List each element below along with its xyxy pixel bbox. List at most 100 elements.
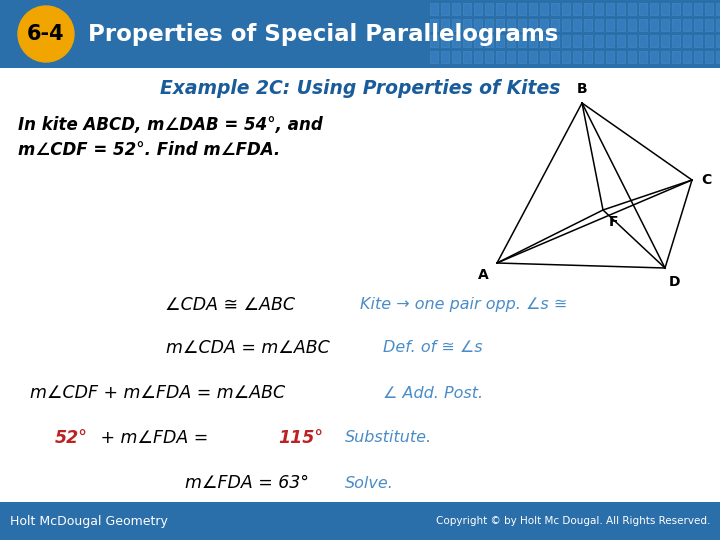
Text: B: B — [577, 82, 588, 96]
Bar — [584, 35, 592, 47]
Bar — [606, 51, 614, 63]
Bar — [650, 19, 658, 31]
Bar — [551, 35, 559, 47]
Bar — [441, 35, 449, 47]
Bar — [573, 3, 581, 15]
Bar — [650, 35, 658, 47]
Bar — [705, 35, 713, 47]
Bar — [485, 51, 493, 63]
Bar — [573, 35, 581, 47]
Bar — [529, 19, 537, 31]
Bar — [716, 35, 720, 47]
Bar — [452, 19, 460, 31]
Bar — [694, 51, 702, 63]
Bar — [441, 51, 449, 63]
Bar — [474, 51, 482, 63]
Bar — [507, 3, 515, 15]
Bar — [584, 3, 592, 15]
Bar — [551, 51, 559, 63]
Bar — [639, 3, 647, 15]
Text: m∠CDA = m∠ABC: m∠CDA = m∠ABC — [166, 339, 330, 357]
Bar — [672, 35, 680, 47]
Bar — [529, 3, 537, 15]
Text: 52°: 52° — [55, 429, 88, 447]
Bar — [518, 19, 526, 31]
Text: Copyright © by Holt Mc Dougal. All Rights Reserved.: Copyright © by Holt Mc Dougal. All Right… — [436, 516, 710, 526]
Bar — [441, 19, 449, 31]
Bar — [672, 3, 680, 15]
Bar — [617, 35, 625, 47]
Bar — [496, 35, 504, 47]
Text: Solve.: Solve. — [345, 476, 394, 490]
Text: ∠ Add. Post.: ∠ Add. Post. — [383, 386, 483, 401]
Bar — [694, 3, 702, 15]
Text: Properties of Special Parallelograms: Properties of Special Parallelograms — [88, 23, 559, 45]
Bar — [551, 19, 559, 31]
Bar — [474, 3, 482, 15]
Text: In kite ABCD, m∠DAB = 54°, and: In kite ABCD, m∠DAB = 54°, and — [18, 116, 323, 134]
Bar — [650, 3, 658, 15]
Bar — [485, 3, 493, 15]
Bar — [529, 51, 537, 63]
Bar — [562, 19, 570, 31]
Bar — [672, 19, 680, 31]
Text: Example 2C: Using Properties of Kites: Example 2C: Using Properties of Kites — [160, 78, 560, 98]
Bar — [452, 51, 460, 63]
Bar — [507, 51, 515, 63]
Bar — [650, 51, 658, 63]
Bar — [474, 19, 482, 31]
Bar — [683, 19, 691, 31]
Bar — [661, 35, 669, 47]
Bar — [617, 51, 625, 63]
Bar — [606, 35, 614, 47]
Bar — [705, 3, 713, 15]
Bar — [463, 51, 471, 63]
Bar — [705, 19, 713, 31]
Text: Substitute.: Substitute. — [345, 430, 432, 445]
Bar — [639, 35, 647, 47]
Bar — [672, 51, 680, 63]
Bar — [639, 19, 647, 31]
Bar — [540, 51, 548, 63]
Circle shape — [18, 6, 74, 62]
Bar — [463, 3, 471, 15]
Bar — [485, 35, 493, 47]
Text: F: F — [608, 215, 618, 229]
Bar — [430, 19, 438, 31]
Bar — [0, 0, 720, 68]
Bar — [584, 51, 592, 63]
Bar — [716, 3, 720, 15]
Bar — [639, 51, 647, 63]
Bar — [595, 51, 603, 63]
Text: + m∠FDA =: + m∠FDA = — [95, 429, 214, 447]
Bar — [540, 35, 548, 47]
Bar — [716, 19, 720, 31]
Bar — [551, 3, 559, 15]
Text: Def. of ≅ ∠s: Def. of ≅ ∠s — [383, 341, 482, 355]
Bar — [540, 3, 548, 15]
Bar — [540, 19, 548, 31]
Bar — [496, 3, 504, 15]
Bar — [430, 51, 438, 63]
Bar — [430, 3, 438, 15]
Bar — [496, 51, 504, 63]
Bar — [474, 35, 482, 47]
Text: ∠CDA ≅ ∠ABC: ∠CDA ≅ ∠ABC — [165, 296, 295, 314]
Bar — [452, 3, 460, 15]
Bar — [441, 3, 449, 15]
Bar — [595, 35, 603, 47]
Text: Holt McDougal Geometry: Holt McDougal Geometry — [10, 515, 168, 528]
Bar — [562, 3, 570, 15]
Text: D: D — [670, 275, 680, 289]
Bar — [705, 51, 713, 63]
Bar — [595, 3, 603, 15]
Bar — [562, 51, 570, 63]
Bar — [518, 35, 526, 47]
Bar — [463, 19, 471, 31]
Bar — [573, 19, 581, 31]
Text: m∠CDF + m∠FDA = m∠ABC: m∠CDF + m∠FDA = m∠ABC — [30, 384, 285, 402]
Text: 6-4: 6-4 — [27, 24, 65, 44]
Bar — [584, 19, 592, 31]
Text: A: A — [477, 268, 488, 282]
Bar — [683, 3, 691, 15]
